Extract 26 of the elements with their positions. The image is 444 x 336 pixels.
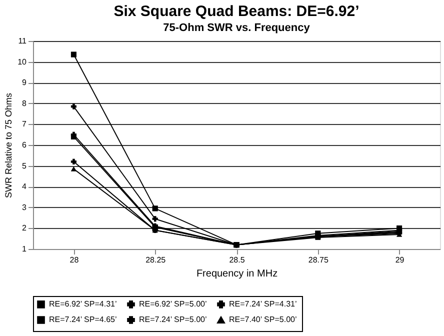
x-axis-title: Frequency in MHz [196, 268, 278, 280]
x-tick-label: 28 [70, 256, 80, 264]
chart-title: Six Square Quad Beams: DE=6.92’ [114, 3, 360, 20]
x-tick-label: 28.75 [308, 256, 329, 264]
y-tick-label: 7 [22, 120, 28, 129]
x-tick-label: 28.25 [146, 256, 166, 264]
legend-label: RE=7.24’ SP=4.65’ [49, 315, 117, 324]
legend-label: RE=6.92’ SP=5.00’ [139, 299, 207, 308]
x-tick-label: 28.5 [229, 256, 246, 264]
chart-subtitle: 75-Ohm SWR vs. Frequency [163, 22, 311, 34]
y-tick-label: 3 [22, 202, 28, 212]
y-tick-label: 10 [18, 57, 28, 66]
y-tick-label: 6 [22, 140, 28, 150]
y-tick-label: 2 [22, 224, 28, 233]
y-tick-label: 11 [18, 36, 28, 46]
legend-label: RE=7.24’ SP=5.00’ [139, 315, 207, 324]
legend-label: RE=7.40’ SP=5.00’ [229, 315, 297, 324]
legend-label: RE=6.92’ SP=4.31’ [49, 299, 117, 308]
y-tick-label: 9 [22, 78, 28, 88]
y-tick-label: 8 [22, 98, 28, 108]
legend-label: RE=7.24’ SP=4.31’ [229, 299, 297, 308]
y-axis-title: SWR Relative to 75 Ohms [4, 92, 14, 198]
x-tick-label: 29 [395, 256, 405, 264]
y-tick-label: 4 [22, 182, 28, 192]
y-tick-label: 1 [22, 244, 28, 254]
y-tick-label: 5 [22, 161, 28, 170]
